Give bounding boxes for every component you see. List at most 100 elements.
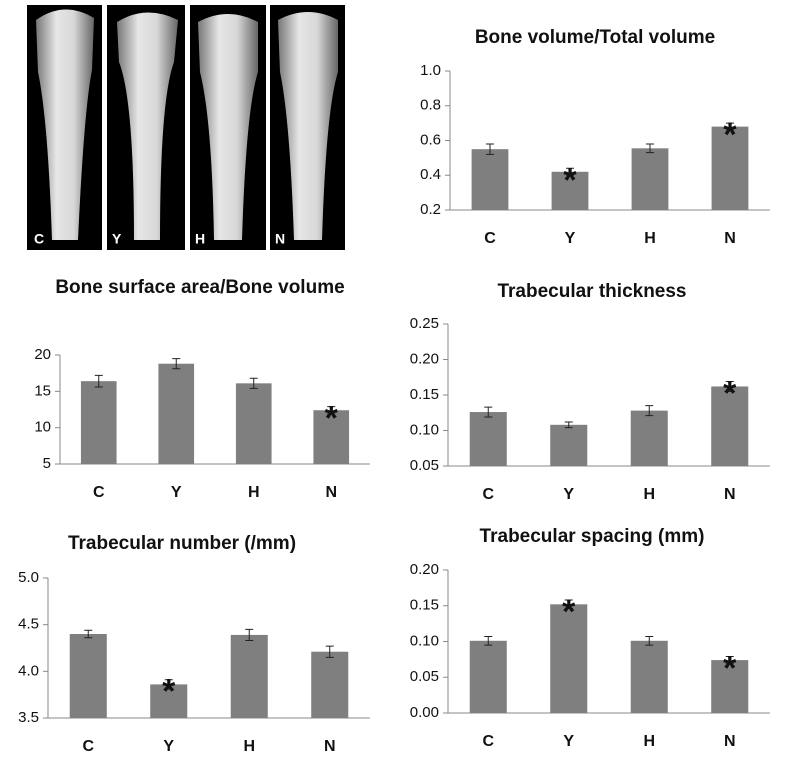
bar (235, 383, 272, 464)
x-tick-label: C (93, 484, 105, 501)
image-label: Y (112, 231, 122, 247)
chart-title: Bone surface area/Bone volume (55, 277, 345, 298)
x-tick-label: N (724, 486, 736, 503)
error-bar (484, 406, 493, 418)
error-bar (249, 377, 258, 389)
y-tick-label: 5.0 (18, 569, 39, 586)
significance-marker: * (723, 116, 737, 154)
bar (711, 386, 749, 466)
significance-marker: * (325, 400, 339, 438)
image-divider (266, 5, 270, 250)
bar (550, 424, 588, 466)
bar (313, 410, 350, 464)
bar (630, 640, 668, 713)
y-tick-label: 0.10 (410, 632, 439, 649)
y-tick-label: 4.5 (18, 616, 39, 633)
image-label: H (195, 231, 205, 247)
chart-title-frame: Trabecular number (/mm) (67, 533, 297, 554)
y-tick-label: 0.6 (420, 131, 441, 148)
error-bar (725, 656, 734, 665)
significance-marker: * (563, 161, 577, 199)
image-divider (185, 5, 190, 250)
x-tick-label: N (325, 484, 337, 501)
x-tick-label: H (643, 733, 655, 750)
x-tick-label: H (248, 484, 260, 501)
error-bar (645, 405, 654, 417)
x-tick-label: Y (563, 733, 574, 750)
error-bar (164, 679, 173, 690)
y-tick-label: 0.15 (410, 386, 439, 403)
x-tick-label: N (724, 230, 736, 247)
x-tick-label: C (482, 733, 494, 750)
image-divider (102, 5, 107, 250)
x-tick-label: Y (171, 484, 182, 501)
y-tick-label: 0.10 (410, 421, 439, 438)
y-tick-label: 0.2 (420, 201, 441, 218)
bar (631, 148, 669, 210)
error-bar (94, 374, 103, 388)
chart-title-frame: Trabecular spacing (mm) (479, 526, 705, 547)
image-label: C (34, 231, 44, 247)
error-bar (325, 645, 334, 658)
bar (469, 412, 507, 466)
error-bar (327, 406, 336, 415)
bar (69, 634, 107, 718)
x-tick-label: Y (563, 486, 574, 503)
bone (117, 12, 178, 241)
bone (36, 9, 94, 241)
y-tick-label: 10 (34, 419, 51, 436)
chart-title: Trabecular number (/mm) (67, 533, 297, 554)
bar (150, 684, 188, 718)
x-tick-label: H (643, 486, 655, 503)
x-tick-label: N (724, 733, 736, 750)
bar (551, 171, 589, 210)
error-bar (646, 143, 654, 154)
y-tick-label: 0.8 (420, 97, 441, 114)
significance-marker: * (723, 374, 737, 412)
y-tick-label: 20 (34, 346, 51, 363)
bone-images: C Y H N (27, 5, 345, 250)
chart-title: Bone volume/Total volume (474, 27, 716, 48)
chart-title: Trabecular spacing (mm) (479, 526, 705, 547)
error-bar (726, 122, 734, 131)
chart-title-frame: Trabecular thickness (497, 281, 687, 302)
x-tick-label: C (82, 738, 94, 755)
error-bar (564, 599, 573, 610)
significance-marker: * (562, 593, 576, 631)
bar (469, 640, 507, 713)
x-tick-label: C (482, 486, 494, 503)
y-tick-label: 0.00 (410, 704, 439, 721)
bone (278, 12, 338, 240)
x-tick-label: N (324, 738, 336, 755)
y-tick-label: 0.20 (410, 350, 439, 367)
y-tick-label: 15 (34, 382, 51, 399)
x-tick-label: Y (163, 738, 174, 755)
y-tick-label: 0.20 (410, 561, 439, 578)
bar (711, 126, 749, 210)
y-tick-label: 1.0 (420, 62, 441, 79)
x-tick-label: H (243, 738, 255, 755)
x-tick-label: Y (565, 230, 576, 247)
error-bar (245, 628, 254, 642)
y-tick-label: 4.0 (18, 662, 39, 679)
bar (550, 604, 588, 713)
error-bar (172, 358, 181, 370)
y-tick-label: 0.4 (420, 166, 441, 183)
y-tick-label: 0.05 (410, 668, 439, 685)
y-tick-label: 5 (43, 455, 51, 472)
chart-title: Trabecular thickness (497, 281, 687, 302)
bar (230, 634, 268, 718)
chart-title-frame: Bone volume/Total volume (474, 27, 716, 48)
y-tick-label: 0.25 (410, 315, 439, 332)
error-bar (566, 167, 574, 176)
y-tick-label: 0.05 (410, 457, 439, 474)
significance-marker: * (723, 649, 737, 687)
error-bar (486, 143, 494, 155)
image-label: N (275, 231, 285, 247)
error-bar (564, 421, 573, 429)
bar (311, 651, 349, 718)
bar (158, 363, 195, 464)
bar (471, 149, 509, 210)
y-tick-label: 0.15 (410, 597, 439, 614)
